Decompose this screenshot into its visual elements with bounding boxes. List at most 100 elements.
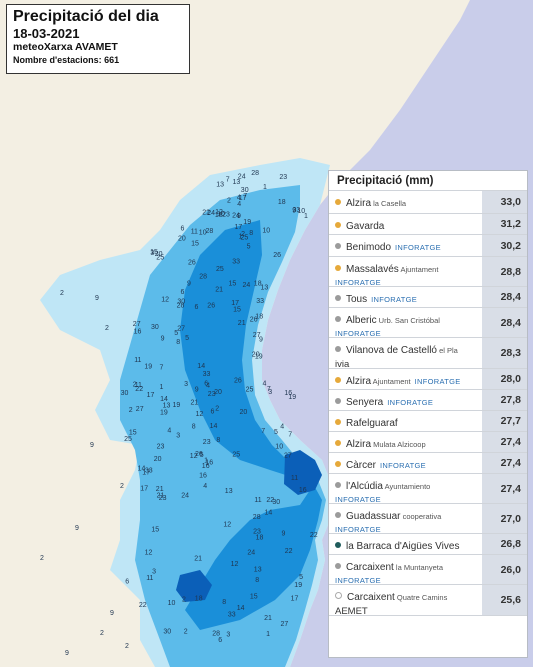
station-value-label: 7: [226, 177, 230, 184]
ranking-row: Guadassuar cooperativa INFORATGE 27,0: [329, 504, 527, 534]
station-value-label: 11: [135, 382, 142, 389]
precip-value: 30,2: [482, 235, 527, 256]
station-value-label: 9: [237, 213, 241, 220]
station-value-label: 12: [145, 550, 153, 557]
station-value-label: 30: [241, 187, 249, 194]
ranking-row: Alzira Ajuntament INFORATGE 28,0: [329, 369, 527, 390]
station-value-label: 17: [140, 486, 148, 493]
ranking-station: Alzira la Casella: [329, 191, 482, 213]
ranking-station: Guadassuar cooperativa INFORATGE: [329, 504, 482, 533]
station-value-label: 27: [136, 406, 144, 413]
station-value-label: 16: [284, 390, 292, 397]
station-value-label: 26: [188, 259, 196, 266]
station-value-label: 11: [254, 497, 261, 504]
station-value-label: 18: [195, 595, 203, 602]
station-value-label: 6: [204, 380, 208, 387]
station-value-label: 9: [195, 386, 199, 393]
station-value-label: 1: [160, 384, 164, 391]
station-value-label: 14: [160, 396, 168, 403]
station-value-label: 27: [284, 452, 292, 459]
rain-zone-max: [284, 450, 322, 495]
network-name: meteoXarxa AVAMET: [13, 41, 118, 53]
station-value-label: 30: [177, 299, 185, 306]
station-value-label: 11: [134, 357, 141, 364]
station-value-label: 6: [181, 289, 185, 296]
station-value-label: 20: [154, 456, 162, 463]
station-name: Benimodo: [346, 242, 392, 253]
station-value-label: 4: [280, 424, 284, 431]
ranking-station: Carcaixent la Muntanyeta INFORATGE: [329, 555, 482, 584]
station-value-label: 26: [195, 451, 203, 458]
station-value-label: 20: [155, 251, 163, 258]
station-value-label: 16: [205, 459, 213, 466]
ranking-station: Gavarda: [329, 214, 482, 234]
station-name: Alzira: [346, 439, 372, 450]
station-dot-icon: [335, 418, 341, 425]
station-value-label: 25: [241, 234, 249, 241]
network-tag: ivia: [335, 359, 350, 368]
station-value-label: 18: [254, 280, 262, 287]
station-value-label: 9: [90, 442, 94, 449]
station-value-label: 16: [134, 329, 142, 336]
station-dot-icon: [335, 242, 341, 249]
precip-value: 28,4: [482, 308, 527, 337]
station-value-label: 9: [292, 208, 296, 215]
station-value-label: 13: [233, 179, 241, 186]
station-dot-icon: [335, 562, 341, 569]
station-value-label: 2: [182, 596, 186, 603]
station-value-label: 19: [173, 402, 181, 409]
station-value-label: 3: [268, 389, 272, 396]
station-value-label: 23: [159, 495, 167, 502]
station-dot-icon: [335, 376, 341, 383]
station-value-label: 13: [216, 182, 224, 189]
ranking-row: Tous INFORATGE 28,4: [329, 287, 527, 308]
station-name: Gavarda: [346, 221, 385, 232]
station-value-label: 17: [142, 470, 150, 477]
network-tag: INFORATGE: [387, 398, 434, 407]
station-value-label: 6: [218, 637, 222, 644]
station-value-label: 2: [129, 407, 133, 414]
station-value-label: 9: [110, 610, 114, 617]
station-value-label: 26: [250, 317, 258, 324]
station-value-label: 28: [212, 631, 220, 638]
station-value-label: 33: [145, 467, 153, 474]
station-value-label: 30: [163, 629, 171, 636]
station-value-label: 15: [191, 241, 199, 248]
station-dot-icon: [335, 221, 341, 228]
precip-value: 28,8: [482, 257, 527, 286]
station-value-label: 23: [208, 391, 216, 398]
station-value-label: 9: [75, 525, 79, 532]
ranking-row: Senyera INFORATGE 27,8: [329, 390, 527, 411]
station-value-label: 27: [281, 621, 289, 628]
station-value-label: 22: [285, 548, 293, 555]
precip-value: 27,4: [482, 432, 527, 452]
station-value-label: 6: [181, 225, 185, 232]
station-value-label: 13: [225, 488, 233, 495]
station-value-label: 22: [135, 386, 143, 393]
station-value-label: 21: [264, 615, 272, 622]
station-value-label: 2: [227, 197, 231, 204]
ranking-station: Benimodo INFORATGE: [329, 235, 482, 256]
ranking-row: l'Alcúdia Ayuntamiento INFORATGE 27,4: [329, 474, 527, 504]
ranking-station: la Barraca d'Aigües Vives: [329, 534, 482, 554]
station-value-label: 21: [157, 493, 165, 500]
station-subname: Mulata Alzicoop: [371, 440, 426, 449]
precip-value: 28,4: [482, 287, 527, 307]
ranking-row: Càrcer INFORATGE 27,4: [329, 453, 527, 474]
station-value-label: 7: [267, 386, 271, 393]
station-value-label: 23: [203, 439, 211, 446]
station-value-label: 10: [297, 208, 305, 215]
precip-value: 27,7: [482, 411, 527, 431]
ranking-header: Precipitació (mm): [329, 171, 527, 191]
station-value-label: 26: [207, 303, 215, 310]
station-subname: Ajuntament: [398, 265, 439, 274]
station-value-label: 25: [216, 266, 224, 273]
station-value-label: 2: [40, 555, 44, 562]
precip-value: 26,8: [482, 534, 527, 554]
station-subname: Ayuntamiento: [382, 482, 431, 491]
station-value-label: 13: [254, 567, 262, 574]
station-value-label: 12: [231, 561, 239, 568]
station-value-label: 24: [232, 212, 240, 219]
station-value-label: 3: [184, 381, 188, 388]
station-name: Tous: [346, 294, 368, 305]
